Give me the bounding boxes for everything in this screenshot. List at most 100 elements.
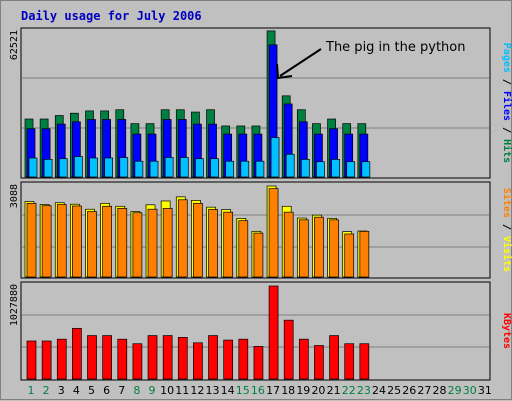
bar-kbytes	[329, 335, 339, 380]
x-tick-label: 12	[190, 384, 204, 397]
axis-label-hits-files-pages: Pages / Files / Hits	[501, 43, 512, 163]
bar-pages	[270, 137, 280, 178]
axis-label-segment: Visits	[501, 236, 512, 272]
x-tick-label: 1	[28, 384, 35, 397]
bar-sites	[193, 202, 203, 278]
bar-pages	[195, 158, 204, 178]
x-tick-label: 29	[448, 384, 462, 397]
bar-pages	[179, 157, 189, 178]
max-label: 62521	[9, 30, 20, 60]
bar-sites	[117, 207, 128, 278]
bar-pages	[331, 159, 340, 178]
bar-sites	[223, 211, 234, 278]
bar-sites	[283, 211, 294, 278]
bar-pages	[119, 157, 129, 178]
bar-kbytes	[298, 338, 309, 380]
bar-pages	[89, 157, 98, 178]
bar-pages	[74, 156, 83, 178]
bar-sites	[298, 219, 309, 278]
bar-pages	[58, 158, 68, 178]
bar-kbytes	[41, 340, 52, 380]
x-tick-label: 22	[342, 384, 356, 397]
x-tick-label: 15	[236, 384, 250, 397]
bar-sites	[177, 199, 188, 278]
x-tick-label: 2	[43, 384, 50, 397]
bar-sites	[238, 220, 249, 278]
axis-label-segment: /	[501, 218, 512, 236]
bar-kbytes	[102, 335, 112, 380]
axis-label-segment: Files	[501, 91, 512, 121]
bar-sites	[26, 202, 37, 278]
bar-pages	[134, 160, 144, 178]
bar-sites	[56, 204, 67, 278]
x-tick-label: 24	[372, 384, 386, 397]
bar-pages	[43, 159, 53, 178]
bar-pages	[316, 161, 325, 178]
bar-sites	[41, 205, 52, 278]
bar-pages	[225, 160, 235, 178]
x-tick-label: 6	[103, 384, 110, 397]
bar-kbytes	[117, 338, 128, 380]
x-tick-label: 13	[206, 384, 220, 397]
bar-sites	[132, 212, 143, 278]
axis-label-segment: /	[501, 73, 512, 91]
max-label: 1027880	[9, 284, 20, 326]
bar-kbytes	[283, 319, 294, 380]
bar-pages	[104, 157, 113, 178]
bar-pages	[346, 161, 356, 178]
bar-sites	[102, 205, 112, 278]
chart-title: Daily usage for July 2006	[21, 9, 202, 23]
bar-pages	[240, 160, 250, 178]
annotation-arrow-shaft	[279, 48, 322, 77]
x-tick-label: 23	[357, 384, 371, 397]
bar-pages	[361, 161, 371, 178]
x-tick-label: 21	[327, 384, 341, 397]
bar-sites	[162, 207, 173, 278]
x-tick-label: 14	[221, 384, 235, 397]
x-tick-label: 8	[133, 384, 140, 397]
bar-kbytes	[132, 343, 143, 380]
bar-kbytes	[223, 339, 234, 380]
axis-label-segment: Pages	[501, 43, 512, 73]
axis-label-segment: Hits	[501, 139, 512, 163]
x-tick-label: 31	[478, 384, 492, 397]
bar-sites	[344, 233, 355, 278]
annotation-text: The pig in the python	[325, 40, 465, 55]
x-tick-label: 18	[281, 384, 295, 397]
axis-label-visits-sites: Sites / Visits	[501, 188, 512, 272]
bar-sites	[147, 208, 158, 278]
bar-kbytes	[238, 338, 249, 380]
x-tick-label: 11	[175, 384, 189, 397]
bar-pages	[149, 160, 159, 178]
bar-pages	[255, 160, 265, 178]
bar-pages	[28, 157, 38, 178]
bar-kbytes	[268, 285, 279, 380]
bar-kbytes	[359, 343, 370, 380]
x-tick-label: 27	[417, 384, 431, 397]
bar-sites	[72, 205, 82, 278]
bar-sites	[208, 209, 218, 278]
x-tick-label: 10	[160, 384, 174, 397]
axis-label-kbytes: KBytes	[501, 313, 512, 349]
x-tick-label: 4	[73, 384, 80, 397]
bar-sites	[253, 232, 264, 278]
bar-kbytes	[26, 340, 37, 380]
bar-kbytes	[147, 335, 158, 380]
bar-sites	[314, 216, 324, 278]
bar-kbytes	[56, 338, 67, 380]
x-tick-label: 26	[402, 384, 416, 397]
x-tick-label: 3	[58, 384, 65, 397]
x-tick-label: 30	[463, 384, 477, 397]
bar-sites	[329, 219, 339, 278]
x-tick-label: 28	[432, 384, 446, 397]
annotation-arrow-head	[276, 63, 293, 80]
bar-kbytes	[72, 327, 82, 380]
x-tick-label: 19	[296, 384, 310, 397]
bar-sites	[87, 211, 97, 278]
x-tick-label: 25	[387, 384, 401, 397]
bar-kbytes	[87, 335, 97, 380]
bar-kbytes	[177, 337, 188, 380]
x-tick-label: 7	[118, 384, 125, 397]
bar-kbytes	[314, 345, 324, 380]
